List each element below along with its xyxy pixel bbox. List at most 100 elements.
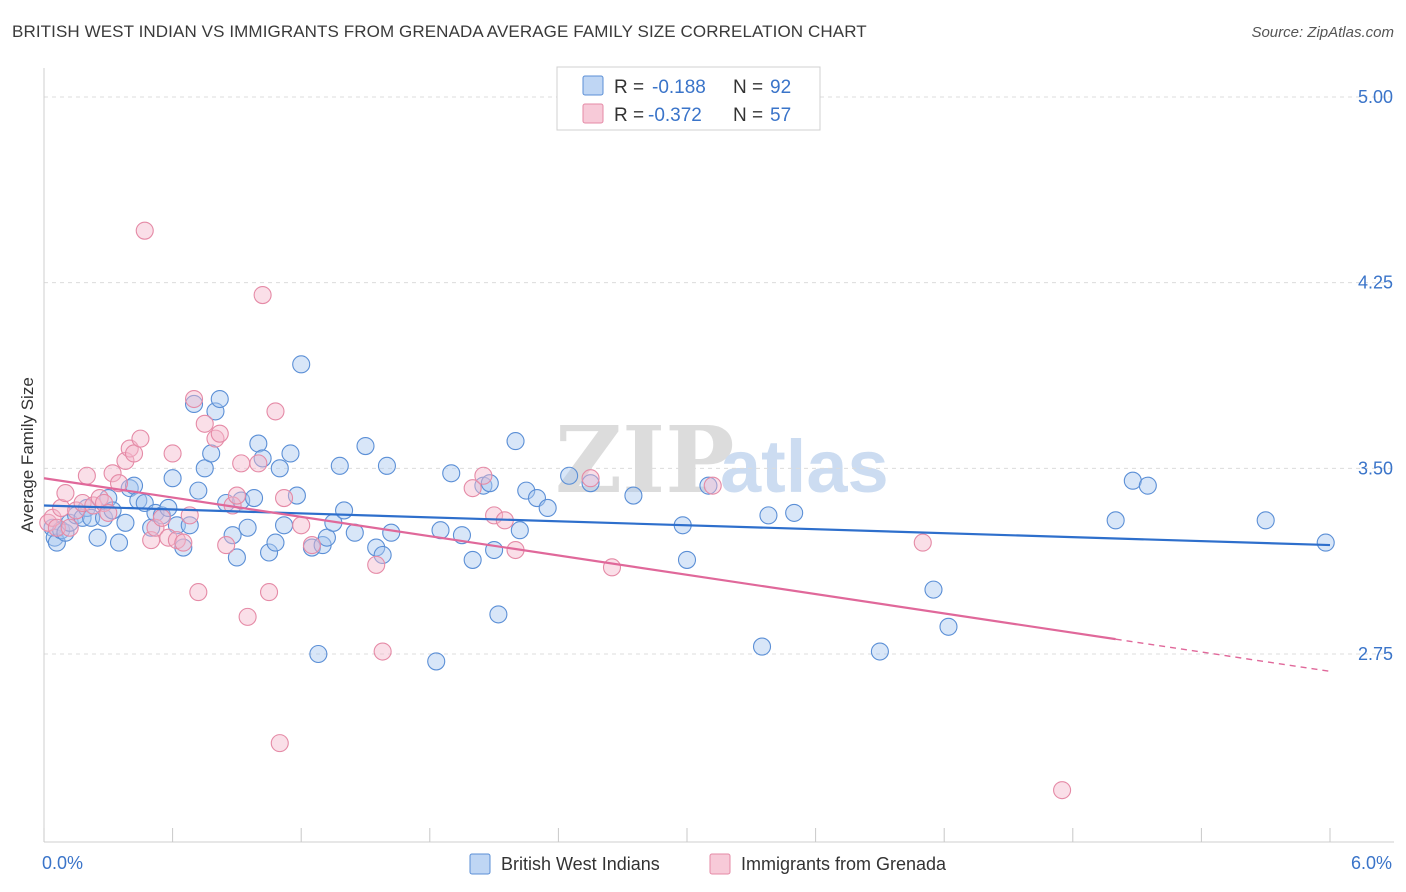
data-point-british-west-indians bbox=[1316, 533, 1335, 552]
y-tick-label: 2.75 bbox=[1358, 644, 1393, 664]
data-point-grenada bbox=[109, 474, 129, 493]
data-point-british-west-indians bbox=[373, 545, 392, 565]
data-point-grenada bbox=[131, 429, 150, 448]
data-point-grenada bbox=[227, 486, 246, 505]
y-tick-label: 5.00 bbox=[1358, 87, 1393, 107]
grid-lines bbox=[44, 96, 1394, 655]
data-point-british-west-indians bbox=[1106, 511, 1125, 530]
data-point-british-west-indians bbox=[174, 538, 193, 557]
data-point-grenada bbox=[367, 555, 386, 574]
data-point-grenada bbox=[210, 424, 229, 443]
data-point-british-west-indians bbox=[356, 437, 375, 456]
data-point-british-west-indians bbox=[1256, 511, 1275, 530]
data-point-british-west-indians bbox=[167, 516, 186, 535]
data-point-grenada bbox=[232, 454, 251, 473]
data-point-grenada bbox=[463, 479, 482, 498]
data-point-british-west-indians bbox=[785, 503, 804, 522]
data-point-british-west-indians bbox=[517, 481, 536, 500]
legend-r-value-2: -0.372 bbox=[648, 105, 702, 126]
data-point-grenada bbox=[184, 389, 204, 409]
data-point-grenada bbox=[270, 734, 289, 753]
data-point-grenada bbox=[302, 536, 321, 555]
data-point-british-west-indians bbox=[238, 518, 257, 537]
bottom-legend-label-blue: British West Indians bbox=[501, 854, 660, 874]
data-point-grenada bbox=[174, 533, 193, 552]
data-point-british-west-indians bbox=[180, 516, 199, 535]
data-point-british-west-indians bbox=[752, 637, 772, 656]
data-point-british-west-indians bbox=[309, 644, 328, 664]
data-point-grenada bbox=[77, 466, 96, 485]
legend-n-label-2: N = bbox=[733, 105, 763, 126]
chart-title: BRITISH WEST INDIAN VS IMMIGRANTS FROM G… bbox=[12, 22, 867, 41]
data-point-grenada bbox=[373, 642, 392, 661]
data-point-british-west-indians bbox=[939, 617, 958, 636]
data-point-grenada bbox=[52, 498, 71, 517]
data-point-grenada bbox=[56, 484, 75, 503]
data-point-british-west-indians bbox=[330, 456, 349, 475]
legend-swatch-blue bbox=[582, 75, 604, 96]
data-point-grenada bbox=[217, 536, 236, 555]
data-point-british-west-indians bbox=[699, 476, 718, 495]
trend-line-grenada bbox=[43, 477, 1116, 641]
data-point-grenada bbox=[266, 402, 285, 421]
correlation-legend: R = -0.188 N = 92 R = -0.372 N = 57 bbox=[556, 66, 821, 131]
data-point-british-west-indians bbox=[259, 543, 279, 562]
x-axis-ticks bbox=[43, 828, 1331, 842]
x-tick-label-min: 0.0% bbox=[42, 853, 83, 873]
data-point-grenada bbox=[103, 464, 122, 483]
data-point-grenada bbox=[474, 466, 493, 485]
data-point-british-west-indians bbox=[210, 389, 229, 409]
legend-n-label-1: N = bbox=[733, 77, 763, 98]
data-point-british-west-indians bbox=[677, 550, 697, 569]
data-point-grenada bbox=[152, 508, 171, 527]
legend-r-label-2: R = bbox=[614, 105, 644, 126]
data-point-grenada bbox=[47, 518, 66, 537]
data-point-british-west-indians bbox=[335, 501, 354, 520]
data-point-grenada bbox=[253, 285, 272, 305]
trend-line-british-west-indians bbox=[43, 504, 1331, 547]
data-point-british-west-indians bbox=[924, 580, 943, 599]
data-point-british-west-indians bbox=[244, 488, 264, 508]
legend-n-value-2: 57 bbox=[770, 105, 791, 126]
data-point-british-west-indians bbox=[442, 464, 461, 483]
data-point-british-west-indians bbox=[202, 444, 221, 463]
data-point-british-west-indians bbox=[189, 481, 208, 500]
watermark-atlas: atlas bbox=[720, 425, 889, 508]
data-point-grenada bbox=[602, 558, 622, 577]
data-point-grenada bbox=[195, 414, 214, 433]
y-tick-label: 3.50 bbox=[1358, 458, 1393, 478]
y-axis-tick-labels: 2.75 3.50 4.25 5.00 bbox=[1358, 87, 1393, 664]
data-point-grenada bbox=[703, 476, 722, 495]
legend-r-value-1: -0.188 bbox=[652, 77, 706, 98]
data-point-british-west-indians bbox=[184, 394, 204, 414]
data-point-grenada bbox=[84, 496, 103, 515]
bottom-legend-swatch-pink bbox=[709, 853, 731, 875]
data-point-british-west-indians bbox=[427, 652, 446, 671]
chart-source: Source: ZipAtlas.com bbox=[1251, 24, 1394, 41]
bottom-legend-label-pink: Immigrants from Grenada bbox=[741, 854, 947, 874]
data-point-british-west-indians bbox=[463, 550, 482, 569]
x-tick-label-max: 6.0% bbox=[1351, 853, 1392, 873]
data-point-british-west-indians bbox=[292, 355, 311, 374]
data-point-grenada bbox=[913, 533, 932, 552]
data-point-british-west-indians bbox=[270, 459, 289, 478]
data-point-british-west-indians bbox=[266, 533, 285, 552]
data-point-british-west-indians bbox=[581, 474, 600, 493]
data-point-british-west-indians bbox=[489, 605, 508, 624]
data-point-grenada bbox=[60, 518, 79, 537]
data-point-british-west-indians bbox=[560, 466, 579, 485]
data-point-grenada bbox=[238, 607, 257, 626]
legend-n-value-1: 92 bbox=[770, 77, 791, 98]
data-point-british-west-indians bbox=[227, 548, 246, 567]
data-point-grenada bbox=[275, 488, 294, 508]
data-point-grenada bbox=[1053, 781, 1072, 800]
data-point-british-west-indians bbox=[109, 533, 129, 552]
data-point-british-west-indians bbox=[116, 513, 135, 532]
data-point-british-west-indians bbox=[759, 506, 778, 525]
y-axis-label: Average Family Size bbox=[18, 377, 37, 533]
data-point-grenada bbox=[292, 516, 311, 535]
data-point-british-west-indians bbox=[223, 526, 242, 545]
watermark: ZIP atlas bbox=[555, 406, 889, 514]
data-point-grenada bbox=[135, 221, 154, 240]
data-point-british-west-indians bbox=[1138, 476, 1157, 495]
